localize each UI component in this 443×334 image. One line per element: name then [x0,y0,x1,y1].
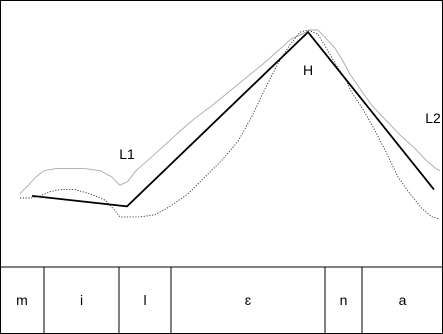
annotation-h: H [303,62,313,78]
segment-label: i [80,292,83,308]
annotation-layer: L1 H L2 [119,62,441,162]
annotation-l2: L2 [425,110,441,126]
segment-label: a [399,292,407,308]
annotation-l1: L1 [119,146,135,162]
segment-label: ɛ [245,292,252,308]
segment-label: m [16,292,28,308]
plot-area [19,29,441,220]
pitch-trace-upper [19,29,441,195]
pitch-trace-lower [20,29,441,220]
stylized-contour-line [31,31,435,208]
segment-label: n [340,292,348,308]
segment-label: l [143,292,146,308]
